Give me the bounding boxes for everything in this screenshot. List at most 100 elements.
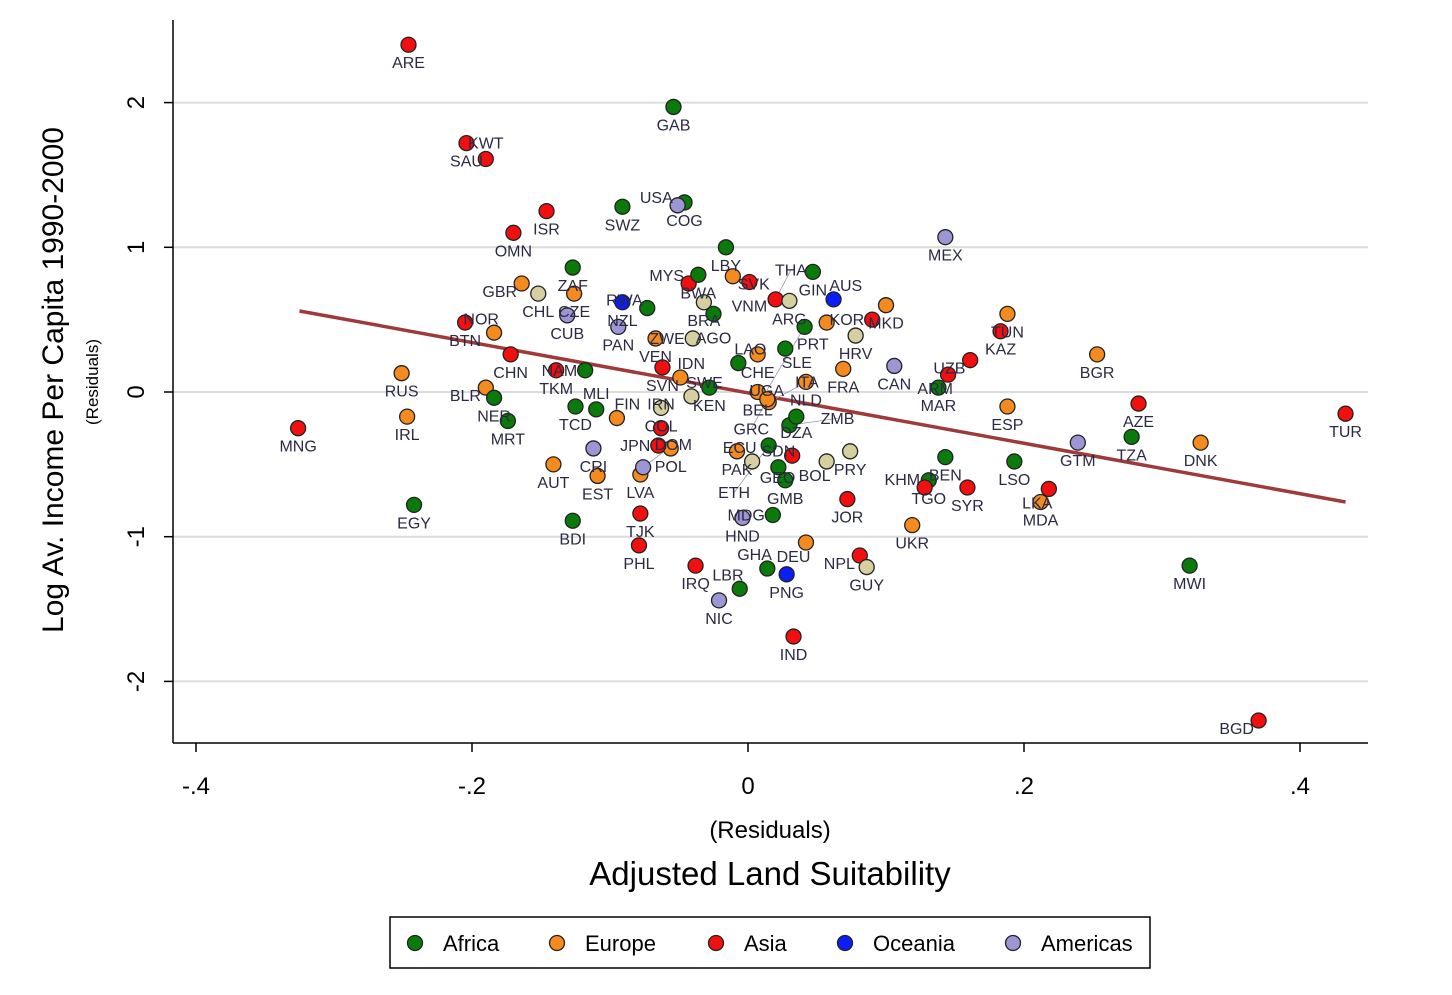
point-label: RWA [606,293,643,310]
point-label: EGY [397,515,431,532]
fit-line-group [299,309,1346,504]
data-point [1192,434,1209,451]
data-point [684,330,701,347]
data-point [513,275,530,292]
data-point [505,224,522,241]
point-label: FIN [614,397,640,414]
data-point [1337,405,1354,422]
point-label: MWI [1173,576,1206,593]
legend-marker-europe [548,934,566,952]
data-point [499,412,517,430]
point-label: EST [582,486,613,503]
point-label: AGO [696,330,732,347]
point-label: LSO [998,472,1030,489]
x-tick-label: -.2 [458,773,486,800]
data-point [614,294,631,311]
point-label: HRV [839,346,873,363]
point-label: BWA [680,285,716,302]
point-label: TUR [1329,424,1362,441]
point-label: LVA [626,485,654,502]
data-point [759,391,776,408]
data-point [695,294,712,311]
data-point [701,379,718,396]
data-point [778,566,795,583]
point-label: AUS [829,278,862,295]
data-point [632,505,649,522]
point-label: POL [655,459,687,476]
data-point [777,472,794,489]
data-point [530,285,547,302]
point-label: LKA [1022,495,1053,512]
data-point [741,273,758,291]
point-label: MNG [279,439,316,456]
point-label: CRI [580,459,608,476]
point-label: BLR [450,388,481,405]
data-point [785,628,802,645]
data-point [730,354,747,372]
data-point [652,420,670,437]
data-point [545,456,562,473]
point-label: CHE [741,365,775,382]
data-point [939,366,957,383]
data-point [559,307,576,324]
point-label: UKR [895,536,929,553]
data-point [992,323,1009,340]
data-point [652,399,670,417]
axes [172,20,1368,744]
data-point [683,388,700,405]
data-point [610,318,627,336]
data-point [770,459,787,476]
data-point [608,409,626,427]
legend-box [389,916,1151,969]
y-axis-title: Log Av. Income Per Capita 1990-2000 [37,127,70,633]
point-label: TUN [991,324,1024,341]
point-label: ZWE [649,331,685,348]
point-label: JPN [620,438,650,455]
point-label: PRT [797,337,829,354]
data-point [400,36,417,53]
point-label: BDI [559,531,586,548]
point-label: IDN [677,356,705,373]
point-label: CZE [558,304,590,321]
x-tick-label: -.4 [182,773,210,800]
point-label: AZE [1123,414,1154,431]
data-point [797,373,815,391]
point-label: SVK [738,277,770,294]
point-label: GHA [737,547,772,564]
point-label: GRC [734,421,770,438]
point-label: IRL [395,427,420,444]
point-label: MRT [491,431,526,448]
data-point [564,259,581,276]
data-point [781,292,798,309]
data-point [502,346,519,363]
points [289,36,1354,729]
point-label: ZMB [821,411,855,428]
data-point [847,327,864,344]
point-label: NPL [824,556,855,573]
data-point [634,459,652,476]
data-point [589,467,606,485]
y-tick-label: 0 [123,385,150,398]
data-point [639,299,656,317]
point-label: ZAF [558,278,588,295]
x-tick-label: .2 [1014,773,1034,800]
point-label: PRY [834,462,867,479]
y-tick-label: -2 [123,671,150,692]
point-label: VNM [732,299,768,316]
point-label: USA [640,190,673,207]
data-point [687,557,704,574]
data-point [749,346,766,363]
point-label: THA [775,262,807,279]
data-point [548,362,565,379]
point-label: PAK [722,462,753,479]
data-point [877,297,895,314]
y-tick-label: 1 [123,241,150,254]
point-label: NZL [607,313,637,330]
y-tick-label: -1 [123,526,150,547]
point-label: VEN [639,349,672,366]
data-point [886,357,903,375]
data-point [777,340,794,357]
legend-marker-oceania [836,934,854,952]
data-point [458,134,475,152]
